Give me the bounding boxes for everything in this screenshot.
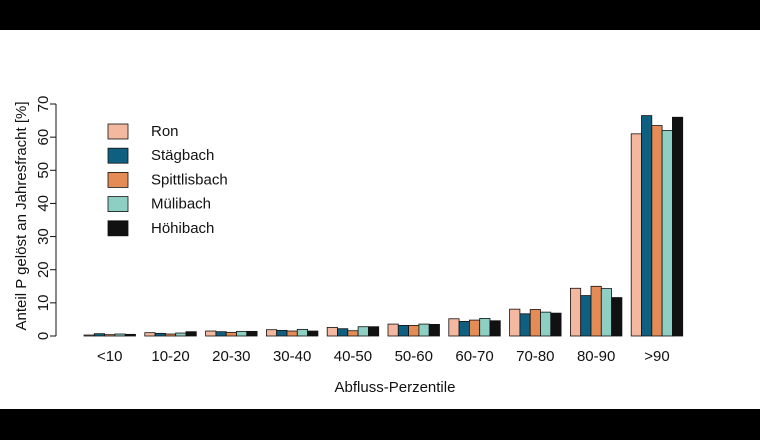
y-tick-label: 60 [35, 129, 52, 146]
x-tick-label: 30-40 [273, 348, 311, 365]
x-tick-label: 70-80 [516, 348, 554, 365]
legend-swatch [107, 220, 129, 237]
bar [265, 329, 278, 337]
legend-swatch [107, 147, 129, 164]
y-tick-label: 40 [35, 195, 52, 212]
x-tick-label: 50-60 [395, 348, 433, 365]
bar [529, 309, 541, 337]
y-tick-label: 50 [35, 162, 52, 179]
legend-swatch [107, 196, 129, 213]
legend-label: Ron [151, 123, 179, 140]
bar [114, 333, 126, 337]
bar [307, 330, 319, 337]
bar [408, 324, 420, 337]
legend: Ron Stägbach Spittlisbach Mülibach Höhibach [107, 123, 228, 237]
bar [458, 321, 470, 337]
y-tick-label: 10 [35, 295, 52, 312]
bar [418, 323, 430, 337]
x-tick-label: 60-70 [455, 348, 493, 365]
bar [276, 329, 288, 337]
bar [397, 324, 409, 337]
bar [104, 334, 116, 337]
bar [286, 330, 298, 337]
legend-label: Spittlisbach [151, 171, 228, 188]
bar [651, 125, 663, 337]
bar [246, 330, 258, 337]
x-tick-label: 20-30 [212, 348, 250, 365]
axes: 0 10 20 30 40 50 60 70 <10 10-20 20-30 30-40 40-50 50… [35, 96, 670, 365]
y-tick-label: 20 [35, 261, 52, 278]
bar [93, 333, 106, 337]
bar [590, 285, 602, 337]
bar [326, 326, 338, 337]
top-black-band [0, 0, 760, 30]
bar [225, 331, 237, 337]
legend-label: Höhibach [151, 220, 214, 237]
y-tick-label: 0 [35, 332, 52, 340]
legend-label: Stägbach [151, 147, 214, 164]
y-tick-label: 30 [35, 228, 52, 245]
bar [519, 313, 531, 337]
bar [550, 312, 562, 337]
bar [672, 116, 684, 337]
bar [387, 323, 399, 337]
bar [144, 332, 156, 337]
x-tick-label: 40-50 [334, 348, 372, 365]
bottom-black-band [0, 409, 760, 440]
bar [428, 323, 440, 337]
bar [124, 333, 136, 337]
bar [580, 295, 592, 337]
bar [509, 308, 521, 337]
y-axis-label: Anteil P gelöst an Jahresfracht [%] [13, 101, 30, 330]
bar [540, 311, 552, 337]
bar [83, 334, 95, 337]
bar [468, 319, 481, 337]
bar [630, 133, 642, 337]
x-tick-label: 80-90 [577, 348, 615, 365]
bar [154, 332, 166, 337]
bar [175, 332, 187, 337]
bar [661, 130, 673, 337]
bar [367, 326, 380, 337]
bar [600, 288, 612, 337]
bar [185, 331, 197, 337]
bar [641, 115, 653, 337]
bar [448, 318, 460, 337]
bar [611, 297, 623, 337]
bar [164, 333, 177, 337]
bar [205, 330, 217, 337]
x-axis-label: Abfluss-Perzentile [335, 379, 456, 396]
legend-swatch [107, 123, 129, 140]
bar [479, 318, 491, 337]
bar [236, 330, 248, 337]
bar [357, 326, 369, 337]
legend-swatch [107, 171, 129, 188]
bar [337, 328, 349, 337]
y-tick-label: 70 [35, 96, 52, 113]
legend-label: Mülibach [151, 196, 211, 213]
x-tick-label: 10-20 [151, 348, 189, 365]
bar [215, 331, 227, 337]
bar [570, 287, 582, 337]
bar [347, 330, 359, 337]
x-tick-label: <10 [97, 348, 122, 365]
bar [296, 328, 308, 337]
bars [83, 115, 684, 337]
x-tick-label: >90 [644, 348, 669, 365]
bar [489, 320, 501, 337]
